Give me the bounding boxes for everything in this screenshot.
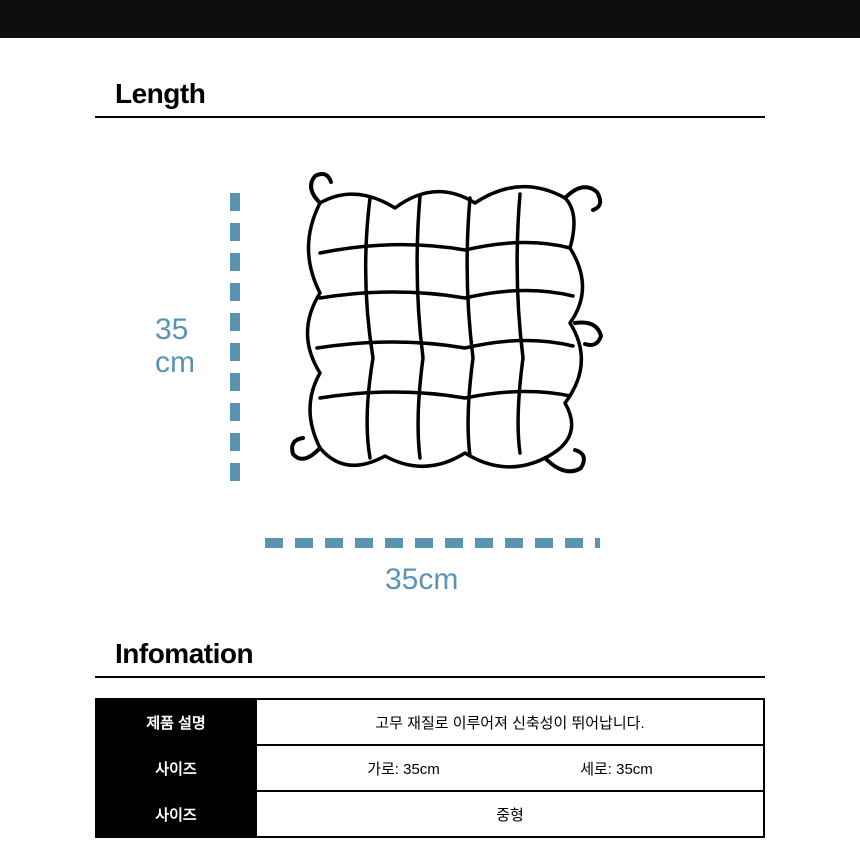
content: Length 35 cm — [0, 38, 860, 838]
size-width: 가로: 35cm — [367, 758, 440, 779]
vertical-dim-unit: cm — [155, 346, 195, 379]
horizontal-dash-ruler — [265, 538, 600, 548]
info-label: 사이즈 — [96, 791, 256, 837]
divider — [95, 676, 765, 678]
table-row: 제품 설명 고무 재질로 이루어져 신축성이 뛰어납니다. — [96, 699, 764, 745]
length-diagram: 35 cm — [95, 138, 765, 628]
vertical-dim-value: 35 — [155, 313, 188, 346]
cargo-net-illustration — [265, 158, 625, 498]
horizontal-dimension-label: 35cm — [385, 563, 458, 597]
table-row: 사이즈 중형 — [96, 791, 764, 837]
info-value: 고무 재질로 이루어져 신축성이 뛰어납니다. — [256, 699, 764, 745]
size-height: 세로: 35cm — [580, 758, 653, 779]
info-table: 제품 설명 고무 재질로 이루어져 신축성이 뛰어납니다. 사이즈 가로: 35… — [95, 698, 765, 838]
vertical-dimension-label: 35 cm — [155, 313, 195, 379]
info-label: 제품 설명 — [96, 699, 256, 745]
information-section: Infomation 제품 설명 고무 재질로 이루어져 신축성이 뛰어납니다.… — [95, 638, 765, 838]
vertical-dash-ruler — [230, 193, 240, 493]
info-value: 가로: 35cm 세로: 35cm — [256, 745, 764, 791]
info-value: 중형 — [256, 791, 764, 837]
info-label: 사이즈 — [96, 745, 256, 791]
section-title-length: Length — [115, 78, 765, 110]
top-bar — [0, 0, 860, 38]
divider — [95, 116, 765, 118]
section-title-information: Infomation — [115, 638, 765, 670]
table-row: 사이즈 가로: 35cm 세로: 35cm — [96, 745, 764, 791]
